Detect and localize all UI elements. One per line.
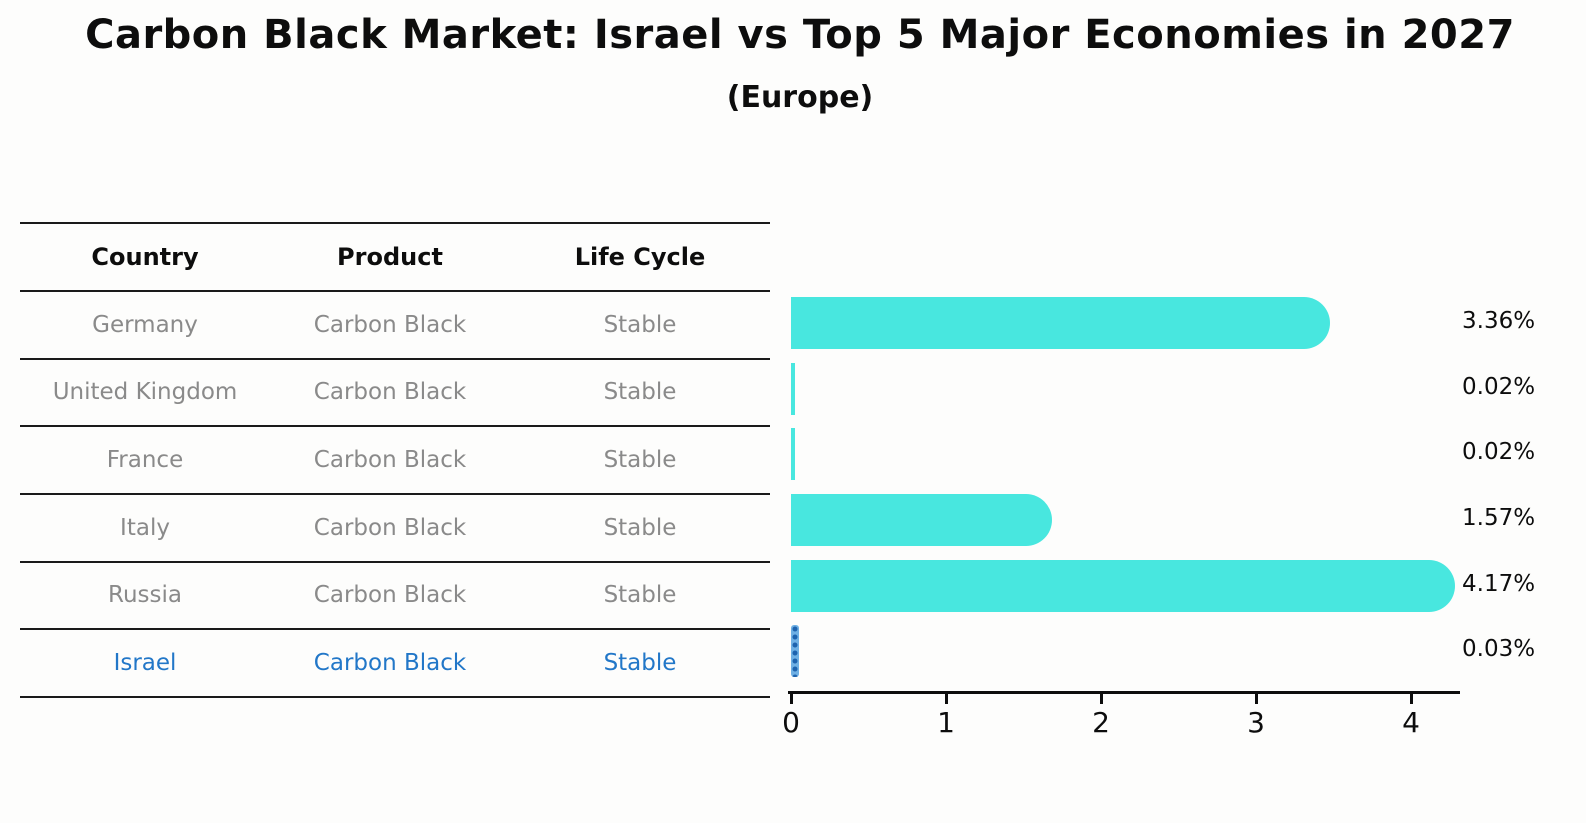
bar-france <box>791 428 795 481</box>
table-body: Germany Carbon Black Stable United Kingdom C… <box>20 290 770 696</box>
x-tick-0 <box>789 693 793 704</box>
country-cell: Italy <box>120 514 170 541</box>
x-tick-label-1: 1 <box>937 706 955 739</box>
x-tick-3 <box>1254 693 1258 704</box>
table-header-row: Country Product Life Cycle <box>20 224 770 290</box>
bar-plot-area <box>791 290 1471 684</box>
bar-germany <box>791 296 1330 349</box>
table-row-france: France Carbon Black Stable <box>20 425 770 493</box>
lifecycle-cell: Stable <box>603 379 677 406</box>
country-cell: France <box>106 447 184 474</box>
country-cell: Germany <box>92 311 198 338</box>
x-tick-4 <box>1409 693 1413 704</box>
country-cell: Israel <box>113 650 177 677</box>
chart-subtitle: (Europe) <box>726 80 874 115</box>
country-table: Country Product Life Cycle Germany Carbon… <box>20 222 770 698</box>
lifecycle-cell: Stable <box>603 650 677 677</box>
value-label-russia: 4.17% <box>1462 570 1536 597</box>
lifecycle-cell: Stable <box>603 447 677 474</box>
x-tick-label-2: 2 <box>1092 706 1110 739</box>
product-cell: Carbon Black <box>313 311 467 338</box>
product-cell: Carbon Black <box>313 379 467 406</box>
lifecycle-cell: Stable <box>603 311 677 338</box>
x-tick-label-4: 4 <box>1402 706 1420 739</box>
table-row-italy: Italy Carbon Black Stable <box>20 492 770 561</box>
product-cell: Carbon Black <box>313 447 467 474</box>
x-tick-1 <box>944 693 948 704</box>
table-row-united-kingdom: United Kingdom Carbon Black Stable <box>20 357 770 426</box>
column-header-product: Product <box>337 243 443 271</box>
table-row-israel: Israel Carbon Black Stable <box>20 628 770 696</box>
x-tick-label-0: 0 <box>782 706 800 739</box>
value-label-france: 0.02% <box>1462 439 1536 466</box>
value-label-germany: 3.36% <box>1462 307 1536 334</box>
value-label-israel: 0.03% <box>1462 636 1536 663</box>
bar-israel <box>791 625 799 678</box>
country-cell: United Kingdom <box>52 379 238 406</box>
x-tick-2 <box>1099 693 1103 704</box>
x-tick-label-3: 3 <box>1247 706 1265 739</box>
product-cell: Carbon Black <box>313 582 467 609</box>
country-cell: Russia <box>108 582 182 609</box>
x-axis-line <box>788 691 1460 694</box>
value-label-italy: 1.57% <box>1462 504 1536 531</box>
column-header-lifecycle: Life Cycle <box>574 243 706 271</box>
product-cell: Carbon Black <box>313 650 467 677</box>
value-label-united-kingdom: 0.02% <box>1462 373 1536 400</box>
lifecycle-cell: Stable <box>603 582 677 609</box>
bar-russia <box>791 559 1456 612</box>
lifecycle-cell: Stable <box>603 514 677 541</box>
chart-title: Carbon Black Market: Israel vs Top 5 Maj… <box>85 12 1515 58</box>
bar-italy <box>791 493 1053 546</box>
product-cell: Carbon Black <box>313 514 467 541</box>
table-row-germany: Germany Carbon Black Stable <box>20 290 770 358</box>
column-header-country: Country <box>91 243 199 271</box>
bar-united-kingdom <box>791 362 795 415</box>
table-row-russia: Russia Carbon Black Stable <box>20 560 770 629</box>
